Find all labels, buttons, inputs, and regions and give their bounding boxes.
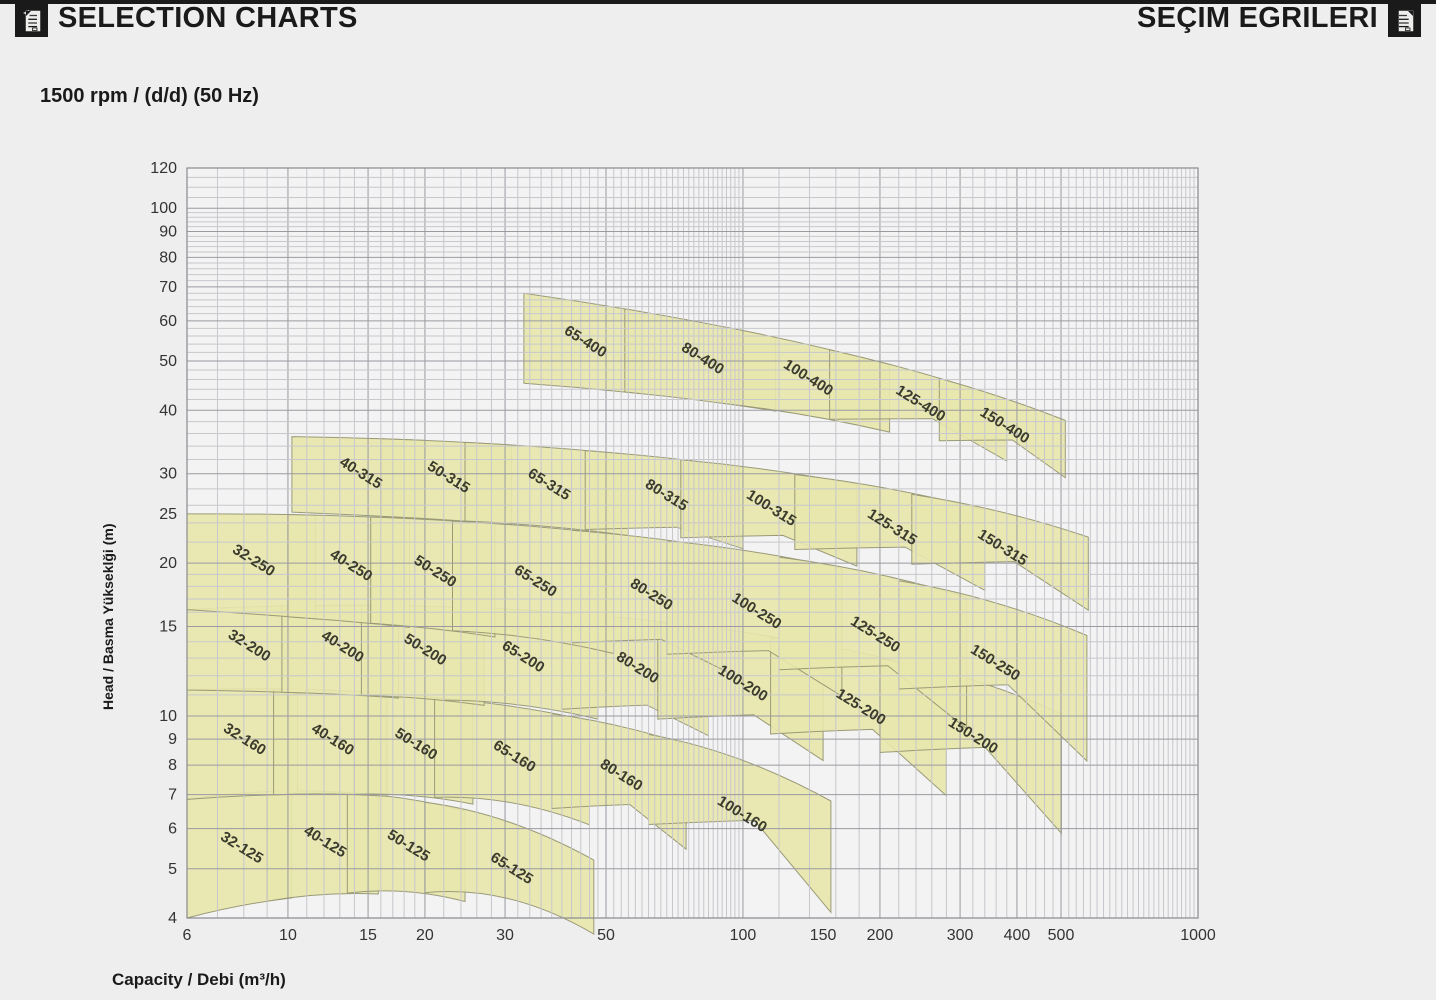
- svg-text:25: 25: [159, 506, 177, 523]
- svg-text:60: 60: [159, 313, 177, 330]
- svg-text:6: 6: [183, 927, 192, 944]
- svg-text:70: 70: [159, 279, 177, 296]
- svg-text:20: 20: [159, 555, 177, 572]
- svg-text:300: 300: [947, 927, 974, 944]
- svg-text:150: 150: [810, 927, 837, 944]
- svg-text:1000: 1000: [1180, 927, 1216, 944]
- svg-text:7: 7: [168, 787, 177, 804]
- svg-text:20: 20: [416, 927, 434, 944]
- svg-text:10: 10: [159, 708, 177, 725]
- svg-text:120: 120: [150, 160, 177, 177]
- svg-text:50: 50: [597, 927, 615, 944]
- svg-text:500: 500: [1048, 927, 1075, 944]
- svg-text:5: 5: [168, 861, 177, 878]
- svg-text:9: 9: [168, 731, 177, 748]
- svg-text:6: 6: [168, 821, 177, 838]
- svg-text:100: 100: [730, 927, 757, 944]
- svg-text:30: 30: [159, 466, 177, 483]
- svg-text:4: 4: [168, 910, 177, 927]
- svg-text:8: 8: [168, 757, 177, 774]
- svg-text:40: 40: [159, 402, 177, 419]
- svg-text:90: 90: [159, 223, 177, 240]
- svg-text:30: 30: [496, 927, 514, 944]
- svg-text:50: 50: [159, 353, 177, 370]
- svg-text:10: 10: [279, 927, 297, 944]
- svg-text:15: 15: [359, 927, 377, 944]
- svg-text:100: 100: [150, 200, 177, 217]
- svg-text:400: 400: [1004, 927, 1031, 944]
- svg-text:200: 200: [867, 927, 894, 944]
- svg-text:15: 15: [159, 619, 177, 636]
- svg-text:80: 80: [159, 249, 177, 266]
